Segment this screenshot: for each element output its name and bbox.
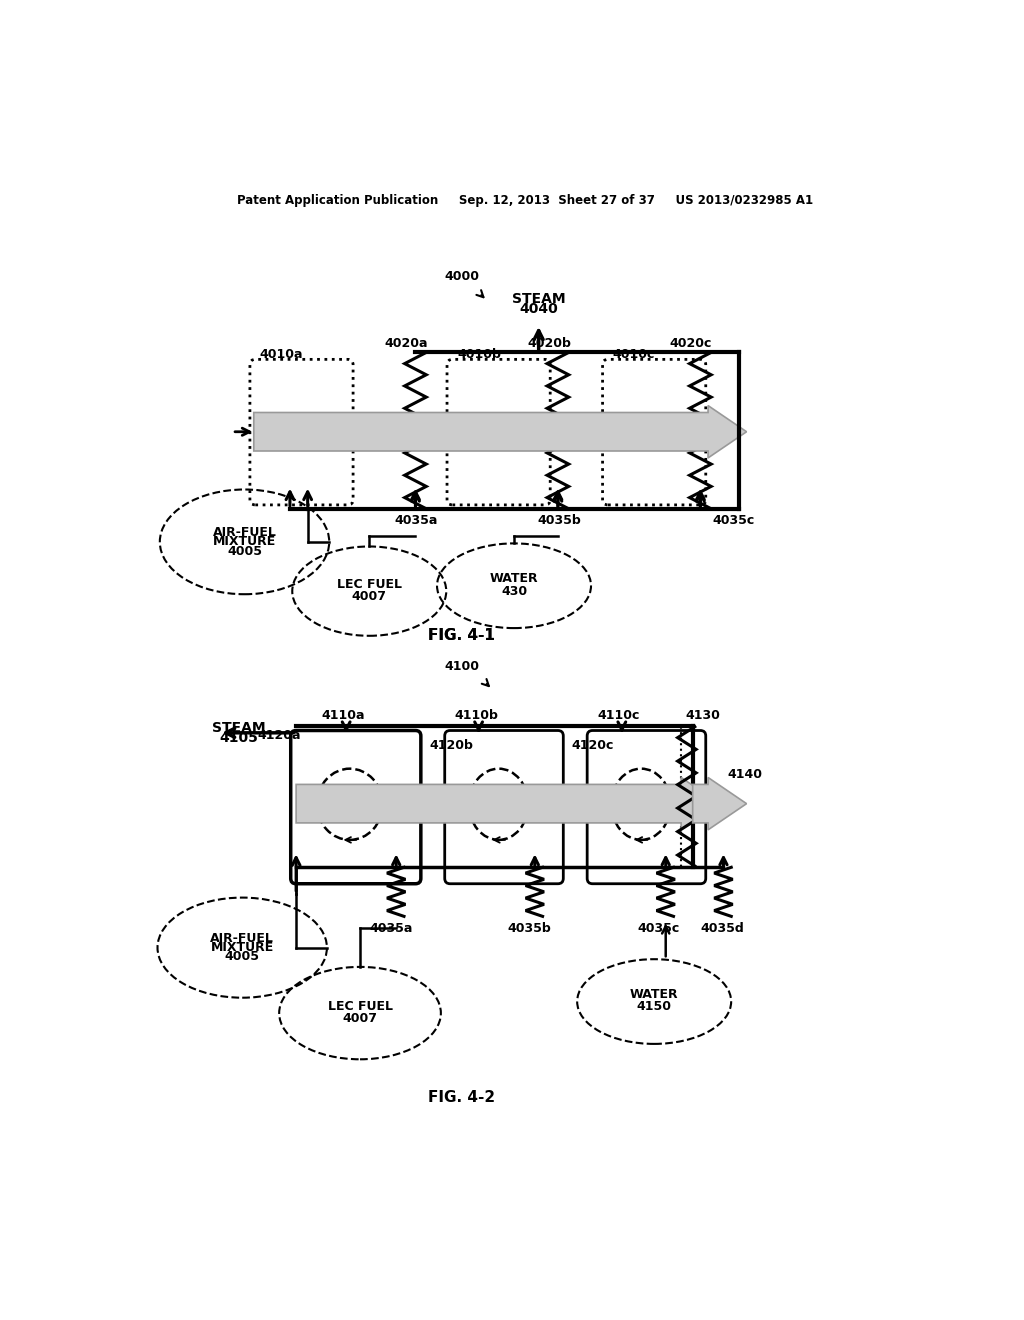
Text: 4035c: 4035c [637,921,680,935]
Text: WATER: WATER [630,989,679,1001]
Text: 4010a: 4010a [260,348,303,362]
Text: LEC FUEL: LEC FUEL [328,999,392,1012]
Text: WATER: WATER [489,573,539,585]
Text: 4110c: 4110c [597,709,640,722]
Text: 4110a: 4110a [322,709,365,722]
FancyArrow shape [692,777,746,830]
FancyArrow shape [296,777,720,830]
Text: MIXTURE: MIXTURE [211,941,273,954]
Text: 4005: 4005 [227,545,262,557]
Text: 4120a: 4120a [258,730,301,742]
Text: 430: 430 [501,585,527,598]
Text: 4000: 4000 [444,269,479,282]
Text: FIG. 4-2: FIG. 4-2 [428,1090,496,1105]
Text: 4020b: 4020b [527,338,571,351]
Text: AIR-FUEL: AIR-FUEL [213,527,276,539]
Text: 4120c: 4120c [571,739,614,751]
Text: 4010b: 4010b [457,348,501,362]
Text: 4040: 4040 [519,302,558,317]
Text: 4150: 4150 [637,1001,672,1014]
Text: 4035a: 4035a [394,513,438,527]
Text: 4035c: 4035c [713,513,755,527]
Text: 4140: 4140 [727,768,762,781]
Text: FIG. 4-1: FIG. 4-1 [428,628,495,643]
Text: 4035d: 4035d [700,921,744,935]
Text: 4105: 4105 [219,731,258,746]
Text: 4007: 4007 [342,1012,378,1026]
FancyArrow shape [254,405,746,458]
Text: 4010c: 4010c [612,348,655,362]
Text: 4005: 4005 [224,950,260,964]
Text: STEAM: STEAM [212,721,265,735]
Text: 4130: 4130 [685,709,720,722]
Text: 4035b: 4035b [508,921,552,935]
Text: Patent Application Publication     Sep. 12, 2013  Sheet 27 of 37     US 2013/023: Patent Application Publication Sep. 12, … [237,194,813,207]
Text: 4120b: 4120b [429,739,473,751]
Text: 4020a: 4020a [385,338,428,351]
Text: FIG. 4-1: FIG. 4-1 [428,628,495,643]
Text: 4007: 4007 [352,590,387,603]
Text: 4035a: 4035a [370,921,413,935]
Text: STEAM: STEAM [512,292,565,306]
Text: 4020c: 4020c [670,338,712,351]
Text: 4035b: 4035b [538,513,581,527]
Text: 4100: 4100 [444,660,479,673]
Text: AIR-FUEL: AIR-FUEL [210,932,274,945]
Text: 4110b: 4110b [454,709,498,722]
Text: MIXTURE: MIXTURE [213,536,276,548]
Text: LEC FUEL: LEC FUEL [337,578,401,591]
